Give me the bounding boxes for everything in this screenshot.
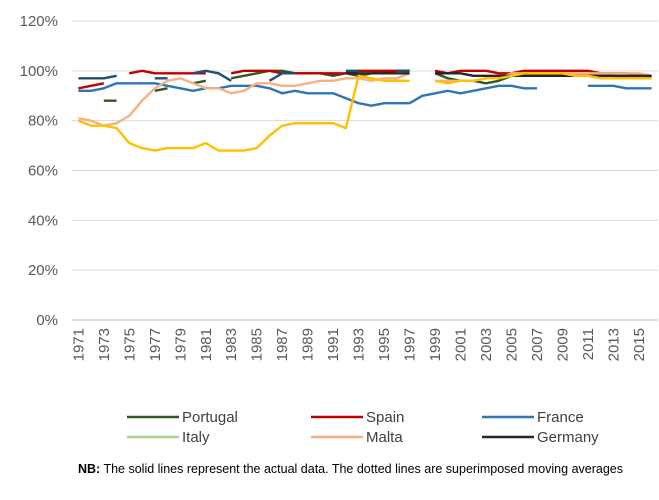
- x-tick-label: 2003: [478, 328, 495, 361]
- line-chart: 0%20%40%60%80%100%120% 1971 1973 1975 1977 1…: [20, 13, 658, 446]
- legend-label-portugal: Portugal: [182, 409, 238, 426]
- series-line-spain: [78, 69, 652, 90]
- footnote: NB: The solid lines represent the actual…: [78, 462, 658, 477]
- legend-label-spain: Spain: [366, 409, 404, 426]
- y-tick-label: 60%: [28, 163, 58, 180]
- x-tick-label: 2005: [504, 328, 521, 361]
- x-tick-label: 2015: [631, 328, 648, 361]
- series-line-unlabeled-7: [78, 69, 410, 82]
- footnote-label: NB:: [78, 462, 101, 476]
- x-tick-label: 1973: [96, 328, 113, 361]
- y-axis-ticks: 0% 20% 40% 60% 80% 100% 120%: [20, 13, 58, 329]
- x-tick-label: 1985: [249, 328, 266, 361]
- series-line-malta: [78, 72, 652, 127]
- x-tick-label: 1997: [402, 328, 419, 361]
- x-tick-label: 1977: [147, 328, 164, 361]
- x-tick-label: 1995: [376, 328, 393, 361]
- legend-label-germany: Germany: [537, 429, 599, 446]
- y-tick-label: 0%: [36, 312, 58, 329]
- series-line-portugal: [103, 69, 652, 102]
- legend-label-malta: Malta: [366, 429, 403, 446]
- y-tick-label: 120%: [20, 13, 58, 30]
- x-tick-label: 1983: [223, 328, 240, 361]
- x-tick-label: 1999: [427, 328, 444, 361]
- legend: Portugal Spain France Italy Malta Germany: [127, 409, 599, 446]
- y-tick-label: 100%: [20, 63, 58, 80]
- footnote-text: The solid lines represent the actual dat…: [100, 462, 623, 476]
- x-tick-label: 1989: [300, 328, 317, 361]
- x-tick-label: 1987: [274, 328, 291, 361]
- x-tick-label: 2001: [453, 328, 470, 361]
- legend-label-france: France: [537, 409, 584, 426]
- x-tick-label: 1981: [198, 328, 215, 361]
- x-tick-label: 2007: [529, 328, 546, 361]
- series-line-germany: [345, 72, 652, 77]
- series-line-france: [78, 82, 652, 107]
- x-tick-label: 1979: [172, 328, 189, 361]
- x-axis-ticks: 1971 1973 1975 1977 1979 1981 1983 1985 1987 1989…: [70, 328, 648, 361]
- x-tick-label: 1971: [70, 328, 87, 361]
- legend-label-italy: Italy: [182, 429, 210, 446]
- y-tick-label: 20%: [28, 262, 58, 279]
- x-tick-label: 2013: [605, 328, 622, 361]
- x-tick-label: 1993: [351, 328, 368, 361]
- x-tick-label: 1975: [121, 328, 138, 361]
- series-line-unlabeled-6: [77, 72, 652, 152]
- x-tick-label: 1991: [325, 328, 342, 361]
- x-tick-label: 2011: [580, 328, 597, 360]
- x-tick-label: 2009: [554, 328, 571, 361]
- y-tick-label: 40%: [28, 212, 58, 229]
- y-tick-label: 80%: [28, 113, 58, 130]
- gridlines: [72, 20, 658, 321]
- series-lines: [77, 69, 652, 152]
